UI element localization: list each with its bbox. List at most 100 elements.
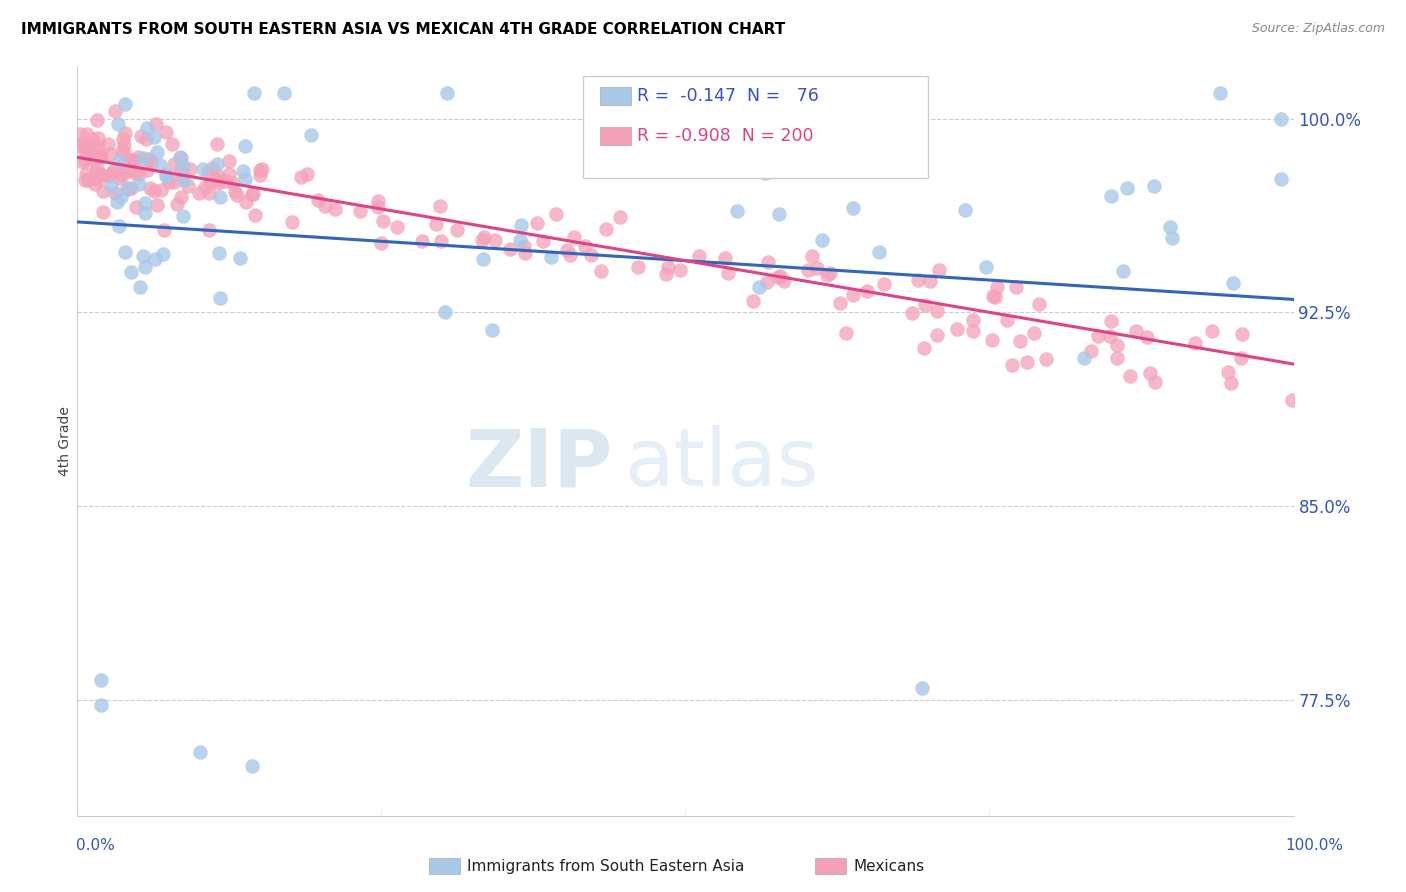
Point [145,117,167,131]
Point [1143,375,1166,389]
Point [112,157,135,171]
Point [249,168,271,182]
Point [235,195,257,210]
Point [986,280,1008,294]
Point [91,205,114,219]
Point [150,183,173,197]
Point [228,252,250,266]
Point [955,202,977,217]
Point [240,186,263,201]
Point [810,233,832,247]
Point [89,150,111,164]
Point [127,150,149,164]
Point [111,169,134,183]
Point [1125,324,1147,338]
Point [101,165,124,179]
Point [515,245,537,260]
Point [142,129,165,144]
Point [107,117,129,131]
Point [1270,112,1292,126]
Point [370,235,392,250]
Point [756,255,779,269]
Point [1184,336,1206,351]
Point [769,269,792,284]
Point [1201,324,1223,338]
Point [918,274,941,288]
Point [872,277,894,291]
Point [962,313,984,327]
Point [754,166,776,180]
Point [97,137,120,152]
Point [411,235,433,249]
Text: IMMIGRANTS FROM SOUTH EASTERN ASIA VS MEXICAN 4TH GRADE CORRELATION CHART: IMMIGRANTS FROM SOUTH EASTERN ASIA VS ME… [21,22,786,37]
Point [657,260,679,274]
Point [83,153,105,168]
Point [1017,355,1039,369]
Point [72,139,94,153]
Point [668,262,690,277]
Point [201,161,224,176]
Point [73,153,96,167]
Point [245,208,267,222]
Point [198,186,221,200]
Point [928,263,950,277]
Point [373,214,395,228]
Point [772,274,794,288]
Point [111,144,134,158]
Point [198,175,221,189]
Text: atlas: atlas [624,425,818,503]
Point [589,264,612,278]
Point [806,261,828,276]
Point [856,284,879,298]
Text: 0.0%: 0.0% [76,838,115,853]
Point [429,199,451,213]
Point [172,159,194,173]
Point [981,334,1004,348]
Point [207,176,229,190]
Point [70,136,93,151]
Point [197,164,219,178]
Point [135,132,157,146]
Point [995,312,1018,326]
Point [574,239,596,253]
Point [207,169,229,183]
Point [107,219,129,234]
Point [717,266,740,280]
Point [984,289,1007,303]
Point [222,176,245,190]
Point [367,194,389,209]
Point [655,268,678,282]
Point [138,152,160,166]
Point [86,113,108,128]
Point [188,745,211,759]
Point [1099,314,1122,328]
Point [76,173,98,187]
Point [166,197,188,211]
Point [1099,188,1122,202]
Point [555,243,578,257]
Point [224,185,246,199]
Point [107,171,129,186]
Point [828,296,851,310]
Point [925,304,948,318]
Point [146,145,169,160]
Point [471,233,494,247]
Point [562,230,585,244]
Point [914,298,936,312]
Point [84,171,107,186]
Point [146,198,169,212]
Point [75,172,97,186]
Point [114,245,136,260]
Point [800,249,823,263]
Point [152,247,174,261]
Text: Immigrants from South Eastern Asia: Immigrants from South Eastern Asia [467,859,744,873]
Point [1022,326,1045,341]
Point [1220,376,1243,391]
Point [688,249,710,263]
Point [907,273,929,287]
Point [627,260,650,275]
Text: Mexicans: Mexicans [853,859,925,873]
Point [86,161,108,176]
Point [714,252,737,266]
Point [558,248,581,262]
